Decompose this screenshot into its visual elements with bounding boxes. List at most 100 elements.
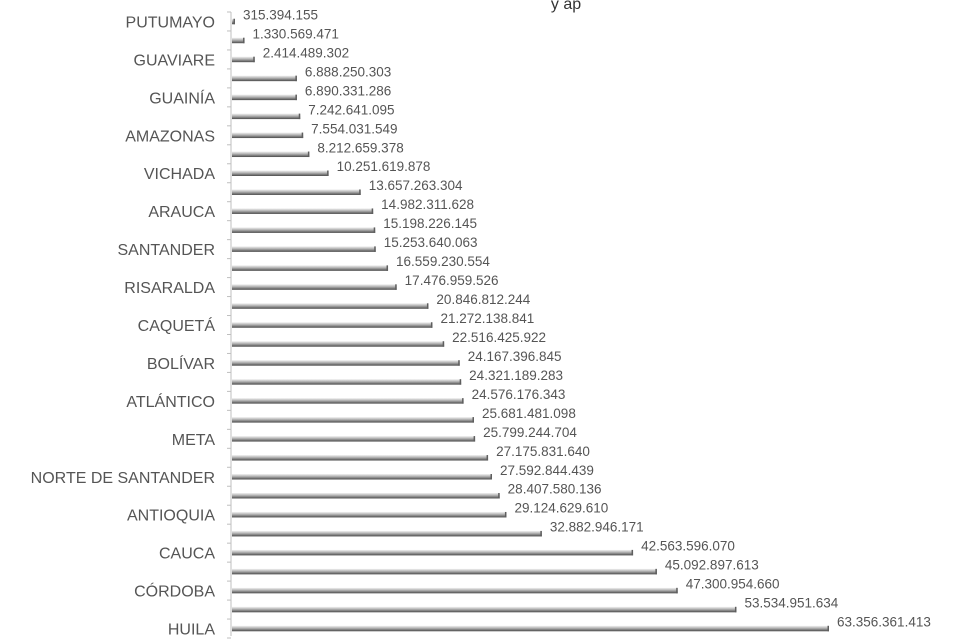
category-label: ANTIOQUIA: [127, 508, 215, 525]
value-label: 315.394.155: [243, 7, 318, 22]
value-label: 7.242.641.095: [308, 102, 394, 117]
bar-end-cap: [498, 492, 500, 499]
bar-end-cap: [473, 436, 476, 442]
value-label: 45.092.897.613: [665, 558, 759, 573]
bar-end-cap: [676, 587, 678, 594]
bar-end-cap: [458, 360, 460, 366]
category-label: AMAZONAS: [125, 128, 215, 145]
bar: [232, 56, 255, 63]
value-labels-group: 315.394.155 1.330.569.471 2.414.489.302 6.8…: [243, 7, 931, 629]
category-label: META: [172, 432, 216, 449]
bar: [232, 37, 245, 44]
value-label: 6.888.250.303: [305, 64, 391, 79]
bar: [232, 341, 445, 347]
value-label: 7.554.031.549: [311, 121, 397, 136]
bar-end-cap: [373, 227, 376, 233]
bar: [232, 227, 376, 233]
bar-end-cap: [359, 189, 361, 195]
value-label: 10.251.619.878: [337, 159, 431, 174]
category-axis-ticks: [227, 11, 231, 639]
category-label: ARAUCA: [148, 204, 215, 221]
value-label: 17.476.959.526: [405, 273, 499, 288]
value-label: 6.890.331.286: [305, 83, 391, 98]
bar: [232, 113, 301, 120]
value-label: 25.799.244.704: [483, 425, 577, 440]
bar: [232, 170, 329, 176]
bar-end-cap: [827, 625, 829, 632]
bar-end-cap: [374, 246, 376, 252]
bar: [232, 474, 493, 480]
value-label: 8.212.659.378: [317, 140, 403, 155]
bar-end-cap: [371, 208, 374, 214]
value-label: 29.124.629.610: [514, 501, 608, 516]
bar: [232, 492, 500, 499]
bar: [232, 265, 389, 271]
category-label: ATLÁNTICO: [126, 392, 215, 411]
value-label: 24.321.189.283: [469, 368, 563, 383]
value-label: 15.253.640.063: [384, 235, 478, 250]
category-label: RISARALDA: [124, 280, 215, 297]
bar: [232, 322, 433, 328]
value-label: 27.175.831.640: [496, 444, 590, 459]
bar: [232, 189, 361, 195]
value-label: 14.982.311.628: [381, 197, 474, 212]
bar-end-cap: [301, 132, 304, 139]
chart-title-fragment: y ap: [551, 0, 581, 13]
bars-group: [232, 18, 829, 632]
bar-end-cap: [459, 379, 462, 385]
bar: [232, 568, 657, 575]
category-label: PUTUMAYO: [126, 14, 215, 31]
value-label: 22.516.425.922: [452, 330, 546, 345]
value-label: 42.563.596.070: [641, 539, 735, 554]
bar-end-cap: [298, 113, 301, 120]
category-label: BOLÍVAR: [147, 354, 215, 373]
bar-end-cap: [540, 530, 542, 537]
value-label: 16.559.230.554: [396, 254, 490, 269]
bar-end-cap: [486, 455, 489, 461]
bar: [232, 132, 304, 139]
bar: [232, 379, 462, 385]
value-label: 47.300.954.660: [686, 577, 780, 592]
value-label: 21.272.138.841: [440, 311, 534, 326]
bar: [232, 587, 678, 594]
bar-end-cap: [295, 94, 297, 101]
bar-end-cap: [307, 151, 310, 158]
value-label: 28.407.580.136: [508, 482, 602, 497]
category-label: SANTANDER: [118, 242, 216, 259]
bar-end-cap: [253, 56, 255, 63]
bar: [232, 151, 310, 158]
bar-end-cap: [631, 549, 634, 556]
category-label: GUAVIARE: [134, 52, 216, 69]
bar-end-cap: [295, 75, 297, 82]
bar: [232, 94, 297, 101]
value-label: 15.198.226.145: [383, 216, 477, 231]
value-label: 24.167.396.845: [468, 349, 562, 364]
value-label: 13.657.263.304: [369, 178, 463, 193]
value-label: 1.330.569.471: [253, 26, 339, 41]
value-label: 32.882.946.171: [550, 520, 644, 535]
value-label: 20.846.812.244: [436, 292, 530, 307]
bar-end-cap: [430, 322, 433, 328]
category-label: HUILA: [168, 622, 215, 639]
category-label: CAQUETÁ: [138, 316, 216, 335]
value-label: 25.681.481.098: [482, 406, 576, 421]
category-label: CAUCA: [159, 546, 215, 563]
bar: [232, 436, 476, 442]
bar: [232, 549, 634, 556]
bar: [232, 417, 474, 423]
value-label: 27.592.844.439: [500, 463, 594, 478]
bar: [232, 511, 507, 518]
category-labels-group: PUTUMAYO GUAVIARE GUAINÍA AMAZONAS VICHADA AR…: [31, 14, 216, 638]
bar-end-cap: [233, 18, 235, 25]
bar-end-cap: [655, 568, 657, 575]
bar-end-cap: [442, 341, 445, 347]
category-label: VICHADA: [144, 166, 215, 183]
bar-end-cap: [734, 606, 737, 613]
category-label: NORTE DE SANTANDER: [31, 470, 215, 487]
bar: [232, 75, 297, 82]
bar-end-cap: [395, 284, 397, 290]
value-label: 2.414.489.302: [263, 45, 349, 60]
bar: [232, 284, 397, 290]
category-label: GUAINÍA: [149, 88, 215, 107]
